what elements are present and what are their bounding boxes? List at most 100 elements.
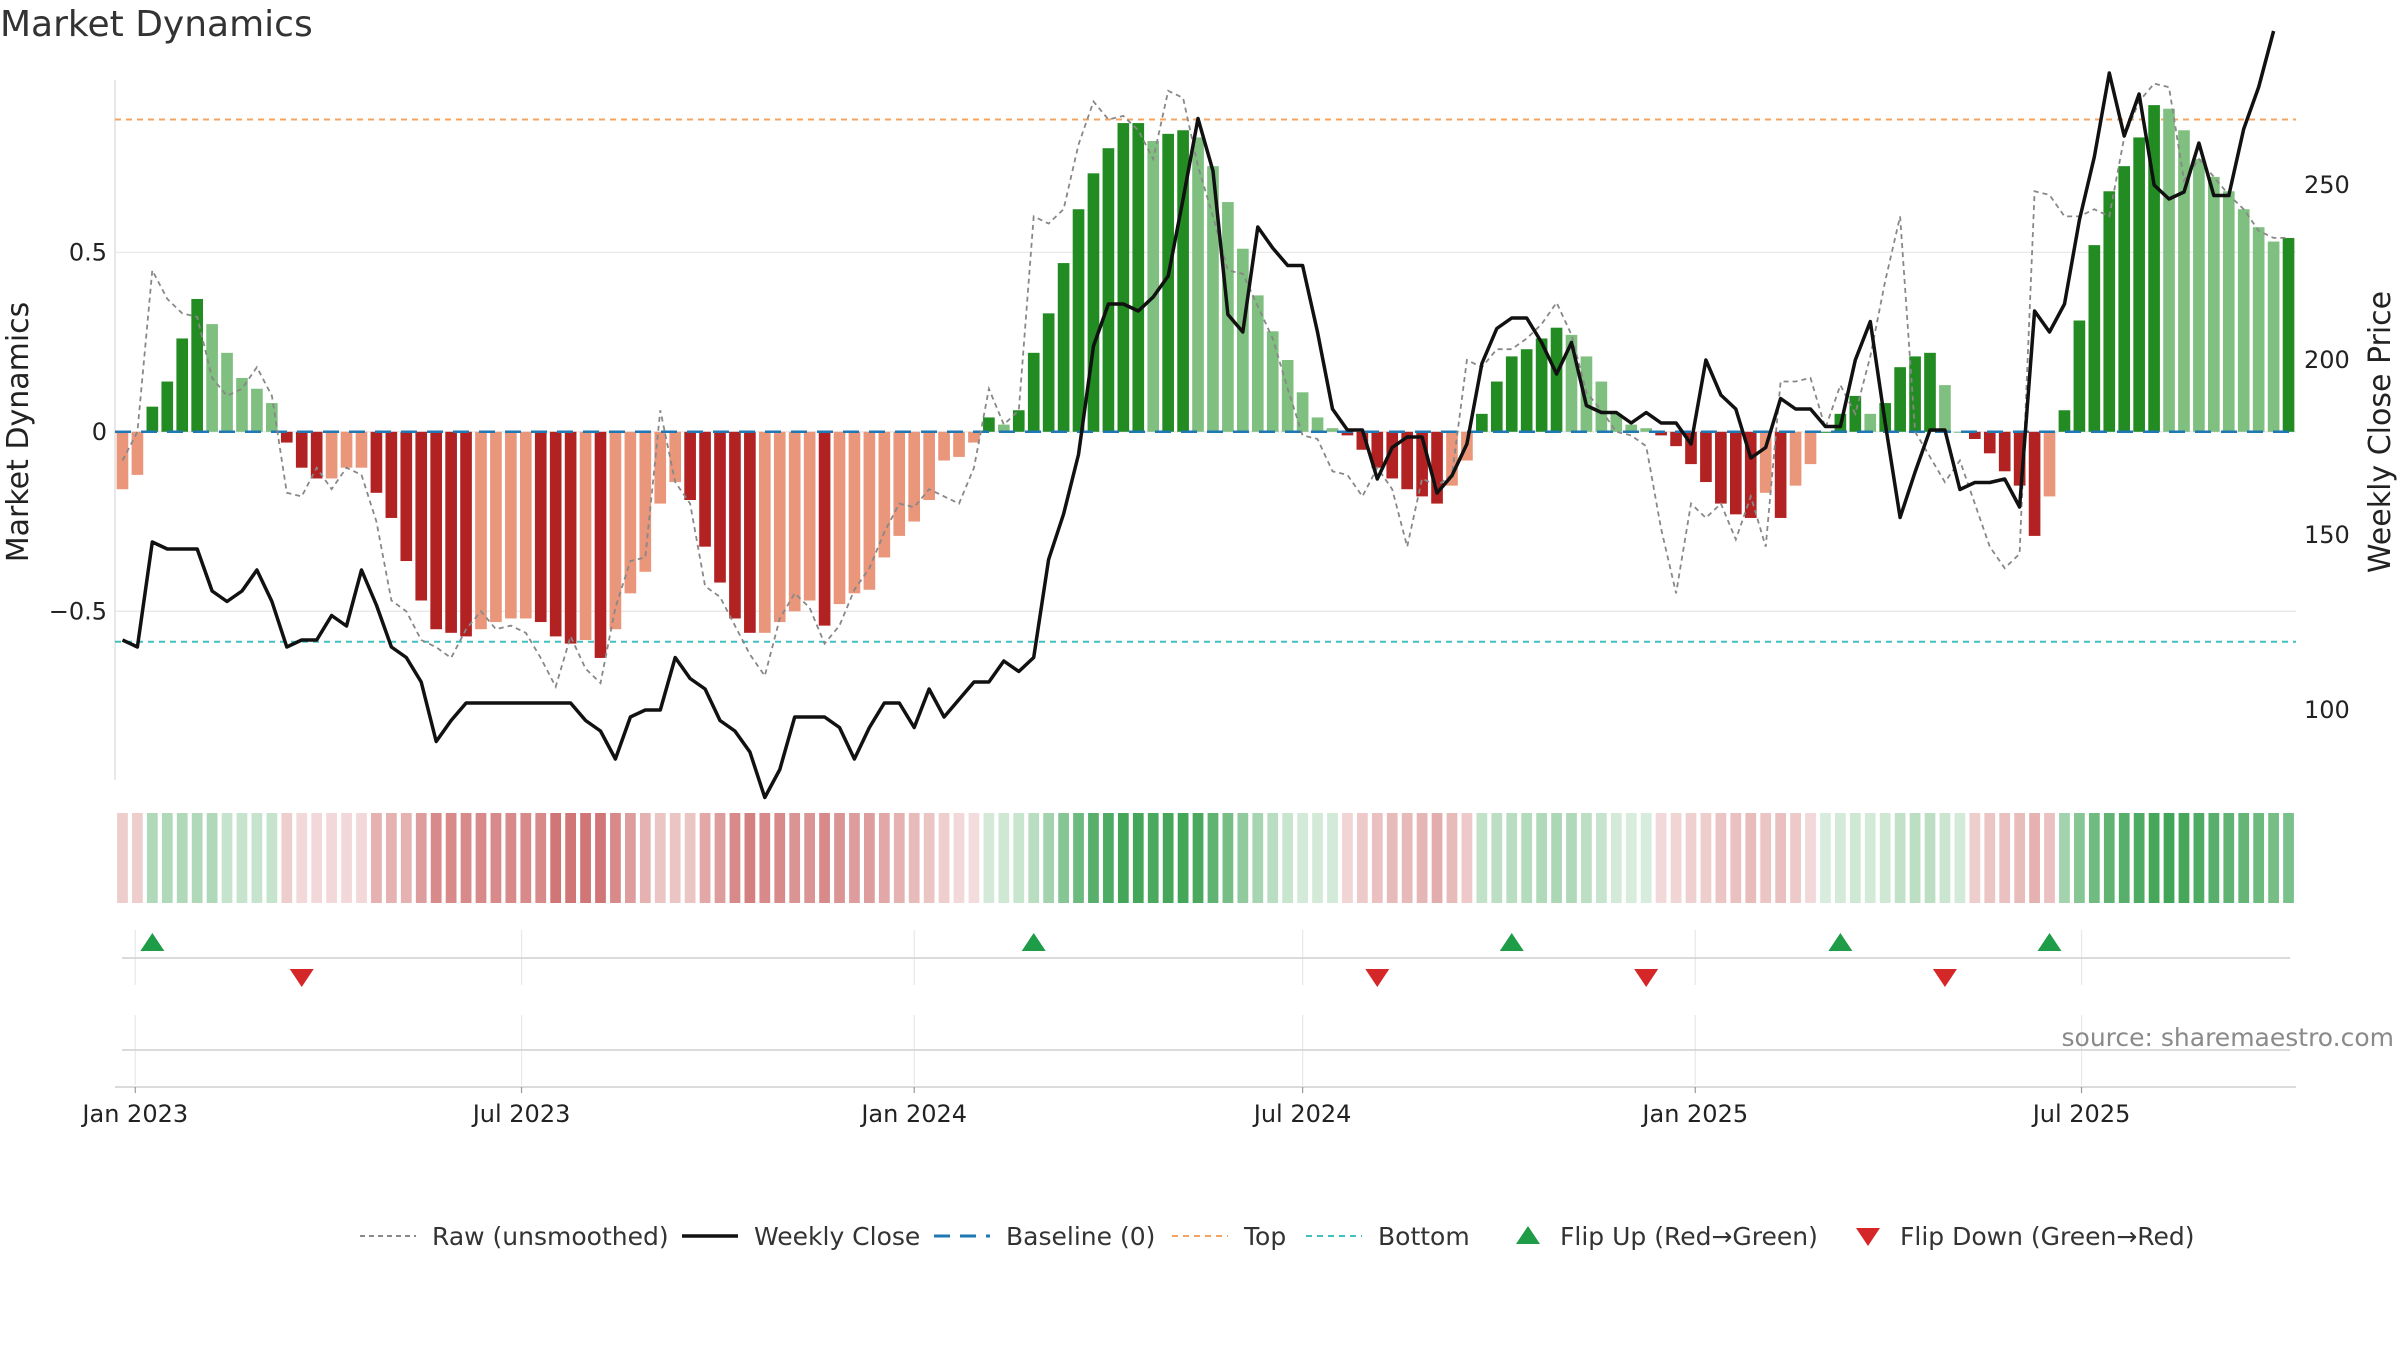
- regime-cell: [968, 813, 980, 903]
- dynamics-bar: [385, 431, 398, 518]
- regime-cell: [1132, 813, 1144, 903]
- regime-cell: [938, 813, 950, 903]
- dynamics-bar: [1057, 263, 1070, 432]
- regime-cell: [2253, 813, 2265, 903]
- regime-cell: [475, 813, 487, 903]
- dynamics-bar: [1371, 431, 1384, 468]
- dynamics-bar: [1909, 356, 1921, 432]
- dynamics-bar: [983, 417, 995, 432]
- regime-cell: [1730, 813, 1742, 903]
- dynamics-bar: [1281, 360, 1294, 432]
- raw-series-line: [121, 82, 2289, 690]
- dynamics-bar: [460, 431, 472, 637]
- bar-layer: [115, 105, 2296, 658]
- regime-cell: [1028, 813, 1040, 903]
- regime-cell: [998, 813, 1010, 903]
- dynamics-bar: [1968, 431, 1981, 439]
- dynamics-bar: [923, 431, 935, 500]
- regime-cell: [1327, 813, 1338, 903]
- regime-cell: [2029, 813, 2040, 903]
- legend-label: Baseline (0): [1006, 1222, 1155, 1251]
- flip-up-marker: [1828, 933, 1853, 951]
- regime-cell: [2193, 813, 2205, 903]
- dynamics-bar: [1804, 431, 1817, 465]
- x-tick-label: Jul 2024: [1252, 1100, 1352, 1128]
- regime-cell: [311, 813, 323, 903]
- dynamics-bar: [176, 338, 189, 432]
- dynamics-bar: [893, 431, 906, 536]
- dynamics-bar: [2178, 130, 2190, 432]
- dynamics-bar: [1356, 431, 1369, 450]
- threshold-layer: [115, 118, 2296, 643]
- dynamics-bar: [818, 431, 831, 626]
- dynamics-bar: [236, 377, 248, 432]
- dynamics-bar: [295, 431, 308, 468]
- dynamics-bar: [788, 431, 801, 612]
- dynamics-bar: [1715, 431, 1727, 504]
- flip-down-marker: [1932, 969, 1957, 987]
- y-right-tick-label: 150: [2304, 521, 2350, 549]
- regime-cell: [1640, 813, 1652, 903]
- dynamics-bar: [161, 381, 174, 432]
- regime-cell: [1162, 813, 1174, 903]
- dynamics-bar: [1162, 133, 1174, 432]
- x-tick-label: Jan 2025: [1640, 1100, 1748, 1128]
- regime-cell: [341, 813, 352, 903]
- chart-title: Market Dynamics: [0, 4, 313, 45]
- dynamics-bar: [1042, 313, 1055, 432]
- regime-cell: [2014, 813, 2026, 903]
- regime-cell: [2208, 813, 2220, 903]
- regime-cell: [1431, 813, 1443, 903]
- regime-cell: [2059, 813, 2070, 903]
- regime-cell: [550, 813, 562, 903]
- regime-cell: [385, 813, 397, 903]
- dynamics-bar: [1012, 410, 1025, 432]
- dynamics-bar: [968, 431, 980, 443]
- dynamics-bar: [370, 431, 383, 493]
- regime-cell: [1894, 813, 1906, 903]
- regime-cell: [953, 813, 965, 903]
- dynamics-bar: [1251, 295, 1264, 432]
- axis-layer: 0.5 0 −0.5 100 150 200 250 Market Dynamics Weekl…: [1, 171, 2398, 724]
- dynamics-bar: [714, 431, 726, 583]
- regime-cell: [236, 813, 248, 903]
- regime-cell: [759, 813, 771, 903]
- regime-cell: [2133, 813, 2145, 903]
- legend-flip-down-swatch: [1856, 1228, 1880, 1246]
- legend-label: Flip Down (Green→Red): [1900, 1222, 2195, 1251]
- dynamics-bar: [430, 431, 443, 630]
- regime-cell: [1849, 813, 1861, 903]
- regime-cell: [1356, 813, 1368, 903]
- regime-cell: [535, 813, 547, 903]
- dynamics-bar: [2193, 158, 2205, 432]
- regime-cell: [251, 813, 263, 903]
- dynamics-bar: [938, 431, 950, 461]
- regime-cell: [326, 813, 337, 903]
- dynamics-bar: [1640, 428, 1653, 432]
- dynamics-bar: [325, 431, 338, 479]
- regime-cell: [744, 813, 756, 903]
- dynamics-bar: [1894, 367, 1906, 432]
- regime-cell: [2074, 813, 2085, 903]
- regime-cell: [1790, 813, 1801, 903]
- dynamics-bar: [1087, 173, 1100, 432]
- dynamics-bar: [863, 431, 876, 590]
- regime-cell: [1969, 813, 1981, 903]
- regime-cell: [804, 813, 816, 903]
- dynamics-bar: [1027, 352, 1040, 432]
- regime-cell: [1864, 813, 1876, 903]
- regime-cell: [1984, 813, 1996, 903]
- source-label: source: sharemaestro.com: [2062, 1023, 2395, 1052]
- dynamics-bar: [1132, 123, 1145, 432]
- dynamics-bar: [699, 431, 711, 547]
- dynamics-bar: [744, 431, 756, 633]
- dynamics-bar: [1192, 137, 1204, 432]
- dynamics-bar: [2222, 191, 2235, 432]
- regime-cell: [1103, 813, 1114, 903]
- dynamics-bar: [1954, 431, 1966, 433]
- dynamics-bar: [1774, 431, 1787, 518]
- regime-cell: [191, 813, 203, 903]
- regime-cell: [1058, 813, 1069, 903]
- regime-cell: [1237, 813, 1249, 903]
